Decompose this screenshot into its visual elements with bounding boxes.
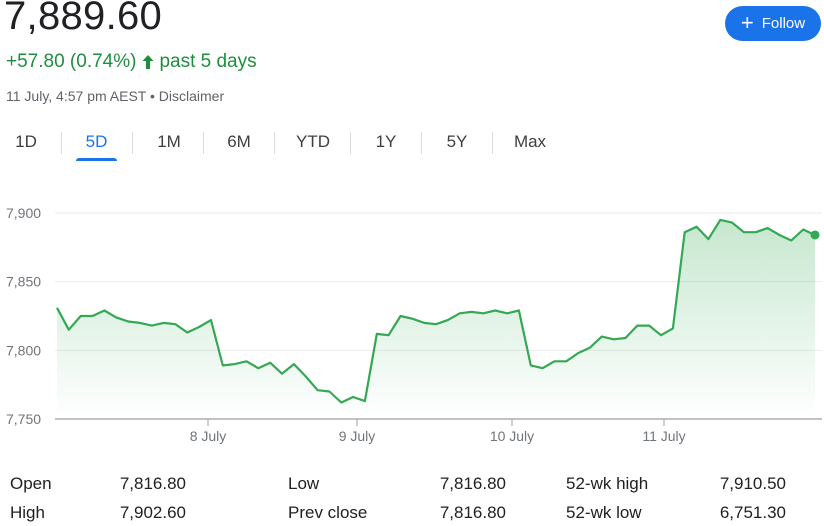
stat-label-52wk-high: 52-wk high — [566, 474, 649, 493]
y-tick-label: 7,900 — [6, 205, 41, 221]
stat-value-open: 7,816.80 — [119, 474, 186, 493]
tab-divider — [421, 132, 422, 154]
y-tick-label: 7,750 — [6, 411, 41, 427]
tab-6m[interactable]: 6M — [227, 132, 251, 151]
y-tick-label: 7,800 — [6, 342, 41, 358]
tab-divider — [132, 132, 133, 154]
stat-value-low: 7,816.80 — [439, 474, 506, 493]
stat-label-prev-close: Prev close — [288, 503, 368, 522]
price-chart[interactable]: 7,900 7,850 7,800 7,750 8 July 9 July 10 July… — [0, 190, 824, 450]
stat-label-high: High — [10, 503, 45, 522]
change-period: past 5 days — [159, 51, 257, 72]
x-tick-label: 9 July — [339, 428, 376, 444]
tab-divider — [350, 132, 351, 154]
stat-value-52wk-low: 6,751.30 — [719, 503, 786, 522]
arrow-up-icon — [142, 55, 154, 69]
tab-1d[interactable]: 1D — [15, 132, 37, 151]
tab-divider — [61, 132, 62, 154]
stat-value-52wk-high: 7,910.50 — [719, 474, 786, 493]
current-price: 7,889.60 — [4, 0, 163, 38]
plus-icon: + — [740, 9, 754, 35]
tab-divider — [492, 132, 493, 154]
tab-ytd[interactable]: YTD — [296, 132, 330, 151]
stat-label-low: Low — [288, 474, 320, 493]
stat-value-prev-close: 7,816.80 — [439, 503, 506, 522]
disclaimer-link[interactable]: Disclaimer — [158, 88, 225, 104]
tab-5d[interactable]: 5D — [76, 125, 117, 161]
x-tick-label: 10 July — [490, 428, 534, 444]
tab-max[interactable]: Max — [513, 132, 547, 151]
timestamp: 11 July, 4:57 pm AEST — [6, 88, 147, 104]
price-line — [56, 218, 816, 404]
y-tick-label: 7,850 — [6, 274, 41, 290]
range-tabs: 1D 5D 1M 6M YTD 1Y 5Y Max — [0, 125, 560, 161]
price-change: +57.80 (0.74%) — [6, 51, 137, 72]
price-area-fill — [57, 219, 815, 419]
timestamp-row: 11 July, 4:57 pm AEST • Disclaimer — [6, 88, 224, 104]
follow-label: Follow — [761, 15, 806, 32]
price-change-row: +57.80 (0.74%) past 5 days — [6, 51, 257, 73]
separator-dot: • — [149, 88, 155, 104]
tab-1m[interactable]: 1M — [157, 132, 181, 151]
key-stats: Open 7,816.80 High 7,902.60 Low 7,816.80… — [0, 470, 824, 526]
tab-1y[interactable]: 1Y — [375, 132, 397, 151]
stat-label-open: Open — [10, 474, 52, 493]
stat-value-high: 7,902.60 — [119, 503, 186, 522]
x-tick-label: 8 July — [190, 428, 227, 444]
last-price-marker — [810, 230, 820, 240]
follow-button[interactable]: + Follow — [725, 6, 821, 41]
tab-divider — [274, 132, 275, 154]
stat-label-52wk-low: 52-wk low — [566, 503, 642, 522]
x-tick-label: 11 July — [642, 428, 685, 444]
tab-divider — [203, 132, 204, 154]
tab-5y[interactable]: 5Y — [446, 132, 468, 151]
